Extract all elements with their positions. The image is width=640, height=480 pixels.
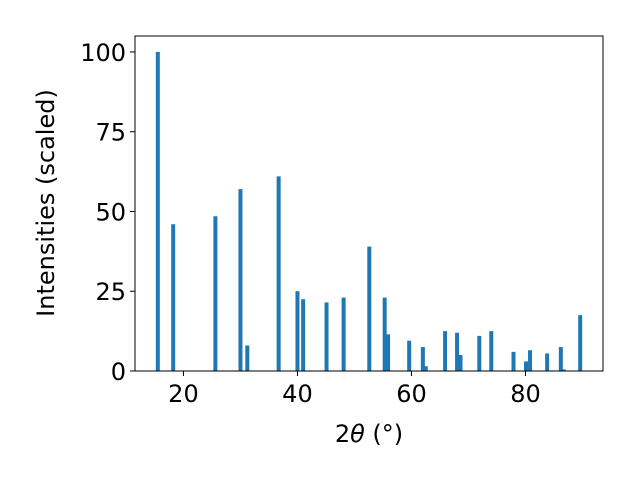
bar (171, 224, 176, 371)
y-tick-label: 100 (80, 39, 126, 67)
x-tick-label: 80 (510, 380, 541, 408)
bar (489, 331, 494, 371)
bar (423, 366, 428, 371)
bar (386, 334, 391, 371)
x-axis-label: 2θ (°) (335, 420, 403, 448)
bar (477, 335, 482, 371)
bar (458, 355, 463, 371)
x-axis-label-symbol: θ (350, 420, 365, 448)
x-axis: 20 40 60 80 (168, 371, 541, 408)
y-axis-label: Intensities (scaled) (32, 89, 60, 317)
y-tick-label: 0 (111, 358, 126, 386)
bar (407, 340, 412, 371)
bar (155, 51, 160, 371)
bar (367, 246, 372, 371)
bar (295, 291, 300, 371)
bar (558, 347, 563, 371)
bar (238, 189, 243, 371)
bar (276, 176, 281, 371)
x-tick-label: 20 (168, 380, 199, 408)
bar (245, 345, 250, 371)
bar (420, 347, 425, 371)
x-tick-label: 60 (396, 380, 427, 408)
x-axis-label-suffix: (°) (365, 420, 403, 448)
x-axis-label-prefix: 2 (335, 420, 350, 448)
bar (545, 353, 550, 371)
bar (524, 361, 529, 371)
bar (455, 332, 460, 371)
bar (578, 315, 583, 371)
bar (301, 299, 306, 371)
bar (324, 302, 329, 371)
bar (443, 331, 448, 371)
bar (382, 297, 387, 371)
y-tick-label: 75 (95, 119, 126, 147)
y-tick-label: 25 (95, 278, 126, 306)
x-tick-label: 40 (282, 380, 313, 408)
bars-group (155, 51, 583, 371)
y-tick-label: 50 (95, 198, 126, 226)
bar (511, 351, 516, 371)
bar (561, 369, 566, 371)
plot-frame (134, 35, 604, 372)
bar (528, 350, 533, 371)
bar (341, 297, 346, 371)
y-axis: 0 25 50 75 100 (80, 39, 135, 386)
bar (213, 216, 218, 371)
